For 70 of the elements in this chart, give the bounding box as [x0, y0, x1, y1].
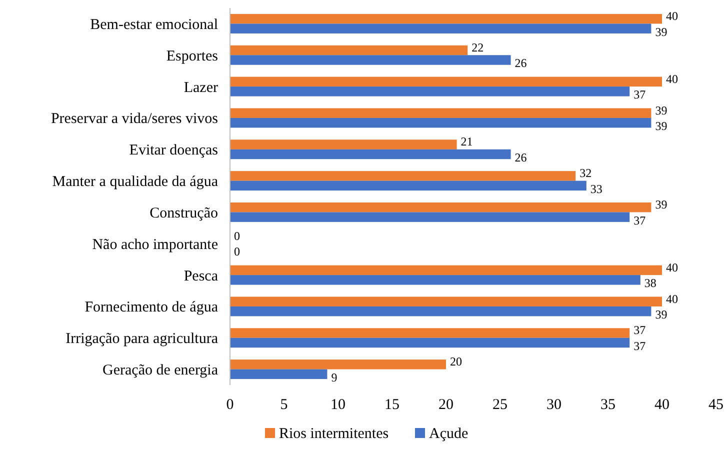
data-label: 40	[666, 292, 678, 306]
y-tick-label: Fornecimento de água	[84, 300, 218, 316]
y-tick-label: Manter a qualidade da água	[52, 174, 218, 190]
data-label: 37	[634, 213, 646, 228]
y-tick-label: Não acho importante	[92, 236, 218, 253]
bar	[230, 24, 652, 34]
data-label: 22	[472, 40, 484, 54]
data-label: 39	[655, 119, 668, 134]
x-tick-label: 25	[492, 397, 508, 413]
data-label: 26	[514, 150, 527, 164]
data-label: 40	[666, 260, 678, 274]
data-label: 39	[655, 103, 668, 118]
y-tick-label: Geração de energia	[102, 362, 218, 379]
data-label: 20	[450, 354, 462, 369]
data-label: 0	[234, 244, 240, 259]
bar	[230, 212, 630, 222]
data-label: 9	[331, 370, 338, 384]
y-tick-label: Irrigação para agricultura	[66, 331, 218, 348]
y-tick-label: Evitar doenças	[129, 142, 218, 159]
x-tick-label: 0	[226, 397, 234, 413]
bar	[230, 369, 328, 380]
x-tick-label: 40	[654, 397, 670, 413]
bar	[230, 45, 468, 56]
bar	[230, 202, 652, 212]
bar	[230, 171, 576, 181]
data-label: 39	[655, 198, 668, 212]
bar	[230, 265, 662, 276]
data-label: 37	[634, 323, 646, 338]
data-label: 26	[514, 56, 527, 70]
x-tick-label: 15	[384, 397, 400, 413]
bar	[230, 360, 446, 370]
data-label: 33	[590, 182, 602, 196]
x-tick-label: 35	[600, 397, 616, 413]
x-tick-label: 20	[438, 397, 454, 413]
y-tick-label: Pesca	[184, 268, 218, 284]
y-tick-label: Esportes	[166, 48, 218, 64]
data-label: 40	[666, 9, 678, 24]
legend-label: Açude	[429, 426, 468, 442]
data-label: 32	[580, 166, 592, 180]
bar	[230, 275, 640, 285]
legend-label: Rios intermitentes	[279, 426, 389, 442]
data-label: 40	[666, 72, 678, 86]
data-label: 21	[460, 134, 473, 149]
data-label: 39	[655, 24, 668, 39]
x-tick-label: 10	[330, 397, 346, 413]
y-tick-label: Lazer	[184, 80, 218, 96]
data-label: 39	[655, 308, 668, 322]
x-tick-label: 5	[280, 397, 288, 413]
data-label: 37	[634, 88, 646, 102]
bar	[230, 140, 457, 150]
bar	[230, 149, 511, 160]
bar	[230, 328, 630, 338]
bar	[230, 76, 662, 87]
bar	[230, 108, 652, 118]
x-tick-label: 45	[708, 397, 724, 413]
bar	[230, 296, 662, 306]
y-tick-label: Bem-estar emocional	[90, 16, 218, 33]
bar	[230, 306, 652, 316]
bar	[230, 118, 652, 128]
bar	[230, 180, 586, 191]
x-tick-label: 30	[546, 397, 562, 413]
bar	[230, 338, 630, 348]
y-tick-label: Preservar a vida/seres vivos	[50, 111, 218, 128]
bar	[230, 55, 511, 65]
bar	[230, 86, 630, 96]
data-label: 0	[234, 228, 240, 243]
y-tick-label: Construção	[150, 205, 218, 222]
data-label: 37	[634, 338, 646, 353]
data-label: 38	[644, 276, 656, 290]
bar	[230, 14, 662, 24]
